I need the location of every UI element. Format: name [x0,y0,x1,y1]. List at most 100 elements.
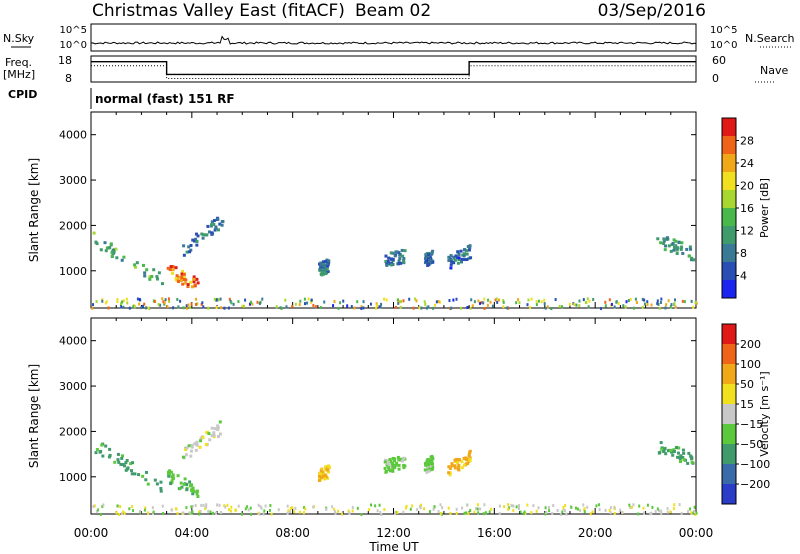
echo-pixel [319,261,323,265]
echo-pixel [677,240,681,244]
ground-scatter-pixel [545,510,548,514]
ground-scatter-pixel [517,504,520,508]
ground-scatter-pixel [229,509,232,513]
echo-pixel [662,450,666,454]
echo-pixel [207,230,211,234]
ground-scatter-pixel [638,504,641,508]
ground-scatter-pixel [91,306,94,310]
echo-pixel [141,474,145,478]
colorbar-tick-label: 12 [740,225,754,238]
echo-pixel [195,489,199,493]
ground-scatter-pixel [285,305,288,309]
x-axis-label: Time UT [368,540,419,554]
ground-scatter-pixel [561,305,564,309]
echo-pixel [682,451,686,455]
ground-scatter-pixel [138,302,141,306]
echo-pixel [679,247,683,251]
ground-scatter-pixel [342,299,345,303]
echo-pixel [391,467,395,471]
ground-scatter-pixel [681,299,684,303]
x-tick-label: 00:00 [679,526,714,540]
echo-pixel [321,474,325,478]
ground-scatter-pixel [480,301,483,305]
echo-pixel [318,475,322,479]
echo-pixel [112,250,116,254]
date-label: 03/Sep/2016 [598,1,706,21]
ground-scatter-pixel [293,510,296,514]
ground-scatter-pixel [530,511,533,515]
echo-pixel [190,483,194,487]
echo-pixel [383,466,387,470]
ground-scatter-pixel [289,510,292,514]
ground-scatter-pixel [621,510,624,514]
echo-pixel [190,445,194,449]
echo-pixel [144,478,148,482]
ground-scatter-pixel [483,503,486,507]
ground-scatter-pixel [284,298,287,302]
ground-scatter-pixel [627,298,630,302]
echo-pixel [104,444,108,448]
echo-pixel [194,237,198,241]
ground-scatter-pixel [687,510,690,514]
echo-pixel [107,246,111,250]
echo-pixel [321,261,325,265]
echo-pixel [427,262,431,266]
echo-pixel [183,281,187,285]
ground-scatter-pixel [622,304,625,308]
echo-pixel [326,270,330,274]
echo-pixel [326,262,330,266]
echo-pixel [665,236,669,240]
echo-pixel [126,466,130,470]
echo-pixel [169,265,173,269]
ground-scatter-pixel [650,303,653,307]
ground-scatter-pixel [105,300,108,304]
ground-scatter-pixel [634,297,637,301]
ground-scatter-pixel [185,304,188,308]
nsky-trace [90,35,697,45]
echo-pixel [425,470,429,474]
ground-scatter-pixel [587,305,590,309]
ground-scatter-pixel [461,506,464,510]
ground-scatter-pixel [167,297,170,301]
ground-scatter-pixel [660,509,663,513]
ground-scatter-pixel [334,510,337,514]
echo-pixel [216,217,220,221]
echo-pixel [159,489,163,493]
echo-pixel [457,253,461,257]
echo-pixel [674,446,678,450]
ground-scatter-pixel [613,305,616,309]
echo-pixel [193,442,197,446]
ground-scatter-pixel [268,508,271,512]
ground-scatter-pixel [182,306,185,310]
ground-scatter-pixel [185,306,188,310]
ground-scatter-pixel [568,302,571,306]
colorbar-tick-label: 20 [740,180,754,193]
ground-scatter-pixel [484,511,487,515]
ground-scatter-pixel [179,299,182,303]
ground-scatter-pixel [589,512,592,516]
echo-pixel [692,258,696,262]
echo-pixel [400,248,404,252]
colorbar-label: Velocity [m s⁻¹] [758,371,771,456]
colorbar-tick-label: 15 [740,398,754,411]
ground-scatter-pixel [494,298,497,302]
ground-scatter-pixel [138,298,141,302]
ground-scatter-pixel [331,505,334,509]
nave-label: Nave [760,64,788,77]
ground-scatter-pixel [585,300,588,304]
ground-scatter-pixel [138,510,141,514]
ground-scatter-pixel [92,303,95,307]
echo-pixel [105,246,109,250]
velocity-panel: 4000 3000 2000 1000 Slant Range [km] 200 100 50… [27,317,771,517]
echo-pixel [672,450,676,454]
echo-pixel [318,267,322,271]
echo-pixel [431,465,435,469]
ground-scatter-pixel [200,302,203,306]
echo-pixel [672,448,676,452]
echo-pixel [146,482,150,486]
echo-pixel [669,449,673,453]
power-panel: 4000 3000 2000 1000 Slant Range [km] 28 24 20 16… [27,111,771,311]
echo-pixel [430,454,434,458]
echo-pixel [677,446,681,450]
ground-scatter-pixel [157,303,160,307]
